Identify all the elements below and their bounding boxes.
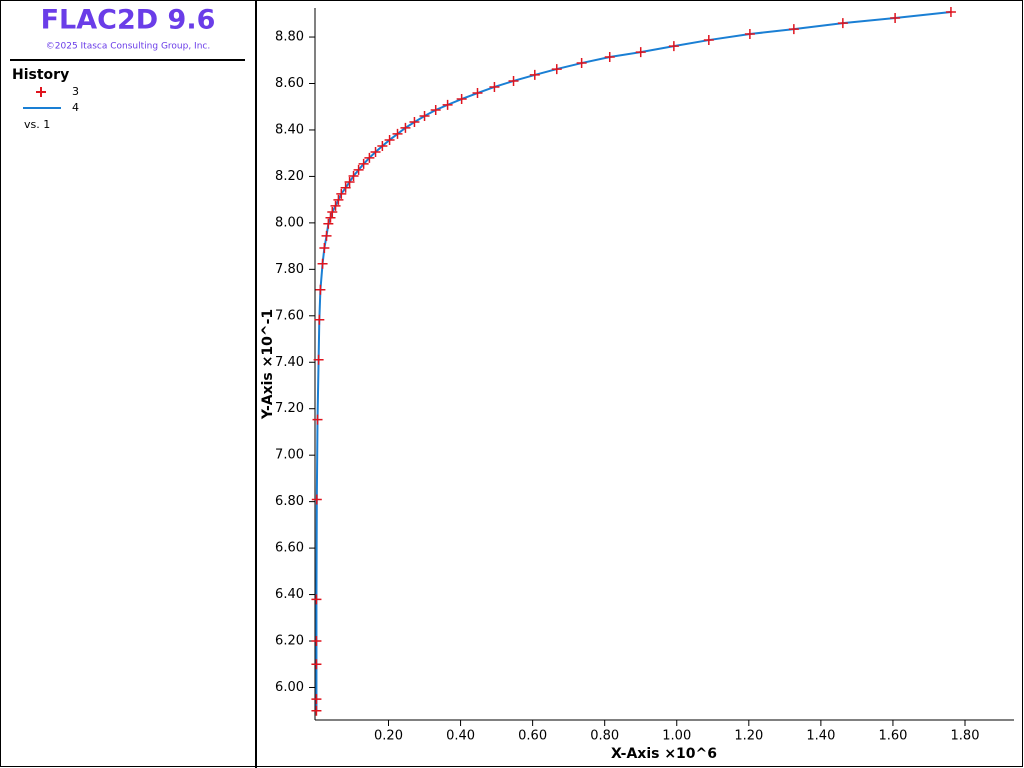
marker bbox=[340, 182, 351, 193]
x-tick-label: 0.60 bbox=[518, 729, 547, 744]
marker bbox=[635, 47, 646, 58]
y-tick-label: 8.40 bbox=[275, 122, 304, 137]
marker bbox=[358, 158, 369, 169]
y-tick-label: 8.80 bbox=[275, 30, 304, 45]
marker bbox=[529, 69, 540, 80]
x-tick-label: 1.20 bbox=[734, 729, 763, 744]
marker bbox=[353, 164, 364, 175]
y-tick-label: 8.00 bbox=[275, 215, 304, 230]
marker bbox=[508, 75, 519, 86]
marker bbox=[311, 636, 322, 647]
y-tick-label: 7.20 bbox=[275, 401, 304, 416]
marker bbox=[312, 414, 323, 425]
marker bbox=[333, 194, 344, 205]
marker bbox=[945, 6, 956, 17]
y-tick-label: 6.00 bbox=[275, 680, 304, 695]
marker bbox=[890, 12, 901, 23]
app-title: FLAC2D 9.6 bbox=[41, 5, 216, 36]
marker bbox=[703, 35, 714, 46]
marker bbox=[442, 99, 453, 110]
marker bbox=[576, 58, 587, 69]
y-tick-label: 7.60 bbox=[275, 308, 304, 323]
marker bbox=[489, 81, 500, 92]
y-tick-label: 6.40 bbox=[275, 587, 304, 602]
marker bbox=[370, 147, 381, 158]
x-tick-label: 1.40 bbox=[806, 729, 835, 744]
marker bbox=[311, 494, 322, 505]
marker bbox=[317, 258, 328, 269]
x-tick-label: 0.20 bbox=[374, 729, 403, 744]
x-tick-label: 1.60 bbox=[878, 729, 907, 744]
marker bbox=[348, 170, 359, 181]
marker bbox=[344, 176, 355, 187]
marker bbox=[837, 18, 848, 29]
y-tick-label: 6.20 bbox=[275, 634, 304, 649]
marker bbox=[744, 29, 755, 40]
marker bbox=[327, 206, 338, 217]
legend-label: 3 bbox=[72, 85, 79, 98]
marker bbox=[321, 230, 332, 241]
x-axis-label: X-Axis ×10^6 bbox=[611, 746, 717, 762]
marker bbox=[313, 354, 324, 365]
marker bbox=[315, 284, 326, 295]
marker bbox=[323, 218, 334, 229]
marker bbox=[472, 88, 483, 99]
y-tick-label: 8.20 bbox=[275, 169, 304, 184]
y-tick-label: 8.60 bbox=[275, 76, 304, 91]
x-tick-label: 1.00 bbox=[662, 729, 691, 744]
marker bbox=[788, 24, 799, 35]
marker bbox=[551, 64, 562, 75]
x-tick-label: 0.40 bbox=[446, 729, 475, 744]
marker bbox=[668, 41, 679, 52]
marker bbox=[330, 200, 341, 211]
marker bbox=[336, 188, 347, 199]
y-axis-label: Y-Axis ×10^-1 bbox=[260, 309, 276, 420]
marker bbox=[430, 104, 441, 115]
y-tick-label: 6.60 bbox=[275, 541, 304, 556]
marker bbox=[384, 134, 395, 145]
legend-label: 4 bbox=[72, 101, 79, 114]
y-tick-label: 7.00 bbox=[275, 448, 304, 463]
marker bbox=[311, 659, 322, 670]
marker bbox=[311, 594, 322, 605]
y-tick-label: 6.80 bbox=[275, 494, 304, 509]
y-tick-label: 7.80 bbox=[275, 262, 304, 277]
x-tick-label: 1.80 bbox=[951, 729, 980, 744]
marker bbox=[456, 94, 467, 105]
marker bbox=[311, 705, 322, 716]
marker bbox=[319, 242, 330, 253]
copyright: ©2025 Itasca Consulting Group, Inc. bbox=[46, 42, 210, 52]
marker bbox=[314, 314, 325, 325]
x-tick-label: 0.80 bbox=[590, 729, 619, 744]
marker bbox=[409, 117, 420, 128]
legend-title: History bbox=[12, 67, 69, 83]
legend-marker bbox=[36, 87, 46, 97]
marker bbox=[364, 152, 375, 163]
y-tick-label: 7.40 bbox=[275, 355, 304, 370]
legend-x-series: vs. 1 bbox=[24, 118, 50, 131]
marker bbox=[419, 111, 430, 122]
marker bbox=[604, 52, 615, 63]
marker bbox=[325, 212, 336, 223]
marker bbox=[392, 128, 403, 139]
marker bbox=[377, 140, 388, 151]
marker bbox=[311, 694, 322, 705]
marker bbox=[400, 122, 411, 133]
